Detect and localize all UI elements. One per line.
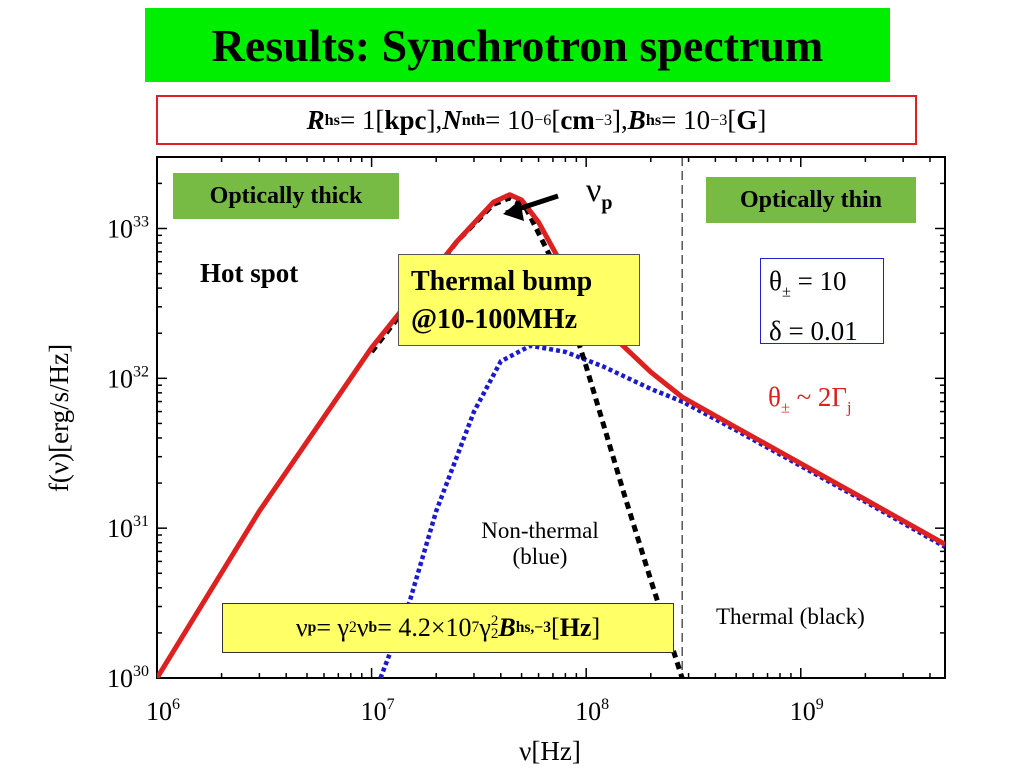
param-n-value: = 10: [485, 104, 535, 135]
y-tick-label: 1033: [107, 213, 149, 243]
axis-ticks: [156, 156, 945, 679]
param-r-unit: kpc: [384, 104, 427, 135]
formula-close: ]: [591, 613, 601, 642]
param-b-unit: G: [736, 104, 758, 135]
theta-symbol: θ: [769, 266, 782, 296]
thermal-bump-line2: @10-100MHz: [411, 304, 578, 335]
y-tick-label: 1032: [107, 363, 149, 393]
x-tick-label: 107: [361, 696, 395, 726]
formula-nu: ν: [295, 613, 308, 642]
formula-b-sub: hs,−3: [515, 619, 552, 636]
param-n-unit-exp: −3: [594, 110, 613, 129]
thermal-black-label: Thermal (black): [716, 604, 865, 629]
param-b-symbol: B: [627, 104, 646, 135]
nu-p-arrow-head: [503, 200, 524, 221]
theta-gamma-symbol: θ: [768, 382, 781, 412]
x-tick-label: 108: [575, 696, 609, 726]
optically-thin-label: Optically thin: [739, 186, 883, 213]
thermal-bump-line1: Thermal bump: [411, 266, 593, 297]
plot-frame: [156, 156, 946, 679]
formula-nu-b: ν: [356, 613, 369, 642]
theta-gamma-label: θ± ~ 2Γj: [768, 382, 852, 417]
param-n-open: [: [551, 104, 561, 135]
formula-gamma: = γ: [316, 613, 349, 642]
x-axis-label: ν[Hz]: [519, 736, 581, 766]
param-n-exp: −6: [534, 110, 552, 129]
hot-spot-label: Hot spot: [200, 258, 299, 288]
y-axis-label: f(ν)[erg/s/Hz]: [44, 344, 74, 492]
param-b-exp: −3: [710, 110, 728, 129]
slide-title: Results: Synchrotron spectrum: [145, 8, 890, 82]
theta-gamma-sub: ±: [780, 398, 790, 417]
param-r-close: ],: [426, 104, 443, 135]
formula-coef: = 4.2×10: [377, 613, 472, 642]
formula-open: [: [551, 613, 560, 642]
thermal-bump-box: Thermal bump @10-100MHz: [398, 254, 640, 346]
x-tick-label: 106: [146, 696, 180, 726]
param-r-symbol: R: [306, 104, 325, 135]
nu-p-symbol: ν: [586, 172, 602, 209]
param-n-close: ],: [612, 104, 628, 135]
slide-title-text: Results: Synchrotron spectrum: [211, 19, 824, 71]
nonthermal-label: Non-thermal (blue): [467, 518, 613, 570]
formula-gamma2-sup: 2: [490, 613, 499, 629]
theta-gamma-mid: ~ 2Γ: [789, 382, 848, 412]
optically-thin-tag: Optically thin: [706, 177, 916, 223]
optically-thick-tag: Optically thick: [173, 173, 399, 219]
param-b-open: [: [727, 104, 737, 135]
optically-thick-label: Optically thick: [209, 182, 363, 209]
theta-sub: ±: [781, 282, 791, 301]
formula-gamma2: γ: [479, 613, 491, 642]
delta-line: δ = 0.01: [769, 316, 858, 347]
theta-line: θ± = 10: [769, 261, 875, 311]
theta-delta-box: θ± = 10 δ = 0.01: [760, 258, 884, 346]
y-tick-label: 1031: [107, 513, 149, 543]
nu-p-sub: p: [601, 191, 613, 214]
formula-b: B: [498, 613, 516, 642]
param-r-sub: hs: [324, 110, 340, 129]
formula-gamma-sup: 2: [348, 619, 357, 636]
nu-p-label: νp: [586, 172, 613, 215]
formula-coef-sup: 7: [471, 619, 480, 636]
param-r-value: = 1[: [339, 104, 385, 135]
formula-gamma2-sub: 2: [490, 626, 499, 642]
formula-unit: Hz: [559, 613, 592, 642]
formula-nu-sub: p: [307, 619, 317, 636]
param-n-symbol: N: [442, 104, 462, 135]
formula-nu-b-sub: b: [368, 619, 378, 636]
param-b-sub: hs: [645, 110, 662, 129]
theta-value: = 10: [790, 266, 847, 296]
param-b-close: ]: [757, 104, 767, 135]
y-tick-label: 1030: [107, 663, 149, 693]
param-n-unit: cm: [560, 104, 595, 135]
tick-labels: 106 107 108 109 1030 1031 1032 1033: [107, 213, 824, 726]
x-tick-label: 109: [790, 696, 824, 726]
nonthermal-line1: Non-thermal: [481, 518, 599, 543]
theta-gamma-sub2: j: [847, 398, 852, 417]
param-b-value: = 10: [661, 104, 711, 135]
nonthermal-line2: (blue): [512, 544, 568, 569]
param-n-sub: nth: [461, 110, 486, 129]
